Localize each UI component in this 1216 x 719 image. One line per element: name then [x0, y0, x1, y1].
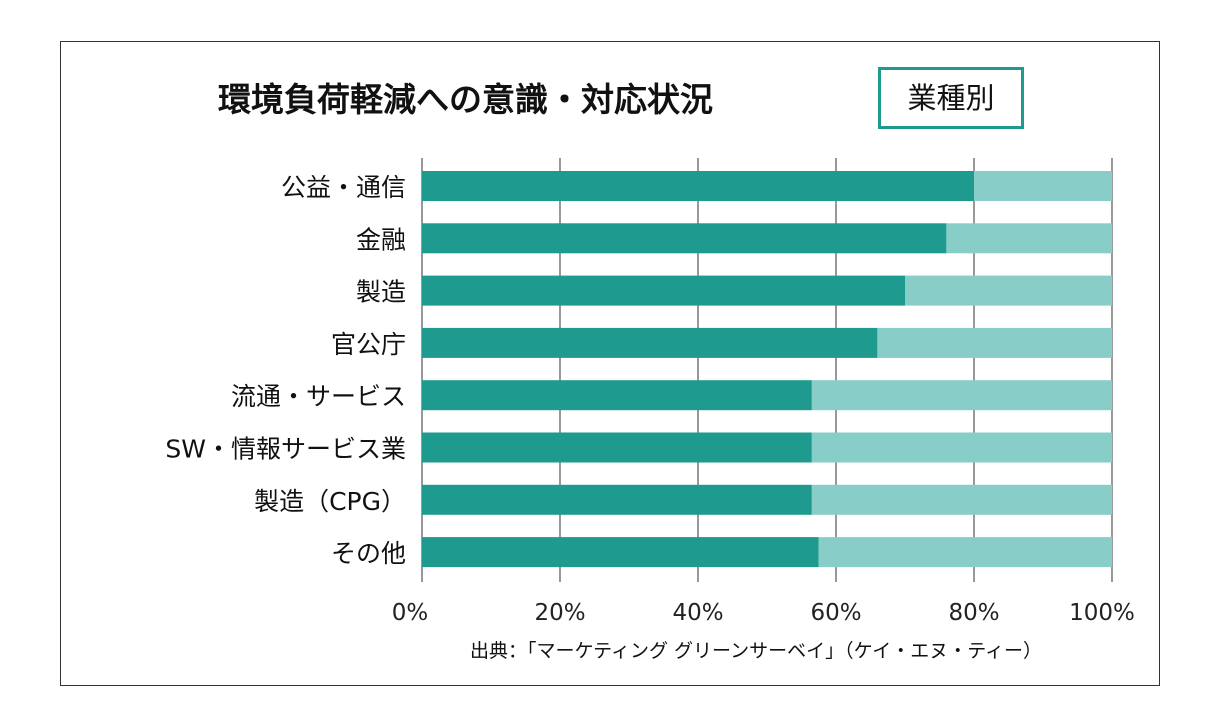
chart-frame: [60, 41, 1160, 686]
bar-remainder: [811, 380, 1112, 411]
x-tick-label: 20%: [534, 600, 585, 626]
category-label: 官公庁: [331, 330, 406, 359]
bar-remainder: [877, 327, 1112, 358]
x-tick-label: 60%: [810, 600, 861, 626]
bar-primary: [422, 537, 819, 568]
title-badge: 業種別: [878, 67, 1024, 129]
category-label: 金融: [356, 225, 406, 254]
category-label: 公益・通信: [281, 173, 406, 202]
bar-remainder: [811, 432, 1112, 463]
source-note: 出典：「マーケティング グリーンサーベイ」（ケイ・エヌ・ティー）: [470, 640, 1043, 662]
bar-primary: [422, 432, 812, 463]
category-label: その他: [331, 539, 406, 568]
bar-primary: [422, 171, 974, 201]
x-tick-label: 100%: [1069, 600, 1135, 626]
bar-remainder: [946, 223, 1112, 254]
bar-primary: [422, 380, 812, 411]
category-label: SW・情報サービス業: [165, 435, 406, 464]
category-label: 製造: [356, 278, 406, 307]
bar-remainder: [818, 537, 1112, 568]
x-tick-label: 0%: [392, 600, 429, 626]
bar-primary: [422, 275, 905, 306]
bar-remainder: [974, 171, 1112, 201]
bar-remainder: [811, 484, 1112, 515]
chart-title: 環境負荷軽減への意識・対応状況: [218, 80, 713, 119]
x-tick-label: 40%: [672, 600, 723, 626]
category-label: 製造（CPG）: [254, 487, 406, 516]
x-tick-label: 80%: [948, 600, 999, 626]
bar-primary: [422, 327, 878, 358]
bar-primary: [422, 484, 812, 515]
category-label: 流通・サービス: [231, 382, 406, 411]
bar-remainder: [905, 275, 1112, 306]
bar-primary: [422, 223, 947, 254]
